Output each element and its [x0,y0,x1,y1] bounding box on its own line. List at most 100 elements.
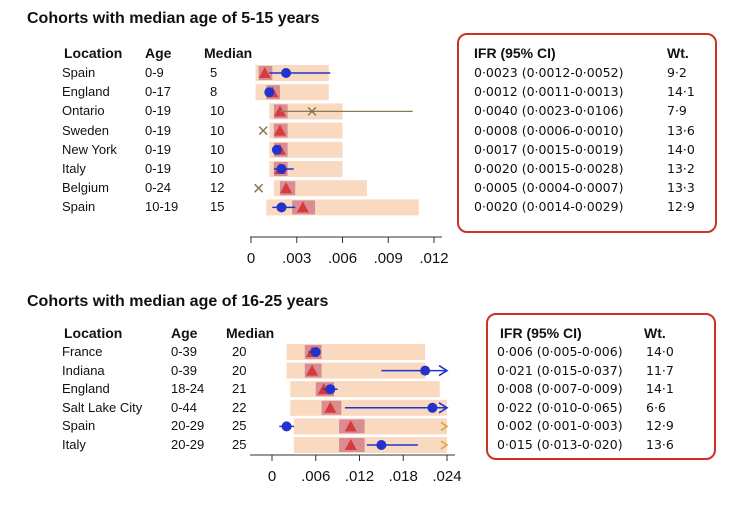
prediction-band [293,418,447,435]
x-tick-label-1: 0 [247,250,255,267]
ifr-table-box-1 [457,33,717,233]
x-tick-label-2: .006 [301,468,330,485]
row-ifr: 0·0017 (0·0015-0·0019) [474,141,624,157]
row-weight: 14·1 [646,381,674,397]
row-location: England [62,84,110,100]
x-tick-label-2: .012 [345,468,374,485]
pooled-estimate-triangle [344,420,357,432]
x-tick-label-2: .024 [432,468,461,485]
row-median: 21 [232,381,247,397]
header-weight-1: Wt. [667,45,689,61]
study-estimate-dot [376,440,387,450]
row-median: 8 [210,84,218,100]
band-arrow [440,421,449,432]
pooled-estimate-triangle [280,182,293,194]
row-age: 0-19 [145,103,172,119]
row-median: 10 [210,103,225,119]
prediction-band [273,180,367,197]
study-estimate-dot [281,68,292,78]
row-ifr: 0·0040 (0·0023-0·0106) [474,103,624,119]
header-median-1: Median [204,45,253,61]
row-age: 20-29 [171,437,205,452]
row-age: 18-24 [171,381,205,397]
row-age: 0-19 [145,141,172,157]
study-estimate-x [254,183,264,193]
row-age: 0-39 [171,344,198,359]
row-ifr: 0·0008 (0·0006-0·0010) [474,122,624,138]
row-age: 20-29 [171,418,205,434]
row-weight: 9·2 [667,65,687,80]
row-median: 10 [210,122,225,138]
study-estimate-dot [281,421,292,432]
row-weight: 6·6 [646,399,666,415]
row-location: Spain [62,65,96,80]
row-location: Sweden [62,122,109,138]
row-location: Ontario [62,103,105,119]
row-weight: 12·9 [646,418,674,434]
row-ifr: 0·006 (0·005-0·006) [497,344,623,359]
row-weight: 11·7 [646,362,674,378]
row-location: Salt Lake City [62,399,143,415]
header-age-2: Age [171,325,198,341]
header-location-1: Location [64,45,123,61]
x-tick-label-1: .012 [419,250,448,267]
study-estimate-dot [420,365,431,376]
row-median: 10 [210,141,225,157]
study-estimate-dot [276,164,287,174]
row-weight: 12·9 [667,199,695,215]
row-median: 5 [210,65,218,80]
header-ifr-1: IFR (95% CI) [474,45,556,61]
row-weight: 13·2 [667,161,695,176]
pooled-estimate-triangle [273,124,286,136]
row-weight: 7·9 [667,103,687,119]
x-tick-label-1: .009 [374,250,403,267]
header-weight-2: Wt. [644,325,666,341]
row-median: 15 [210,199,225,215]
row-weight: 14·1 [667,84,695,100]
row-median: 25 [232,418,247,434]
x-tick-label-2: .018 [389,468,418,485]
row-age: 0-39 [171,362,198,378]
row-ifr: 0·015 (0·013-0·020) [497,437,623,452]
study-estimate-dot [264,87,275,98]
chart-title-2: Cohorts with median age of 16-25 years [27,293,329,310]
row-weight: 13·6 [667,122,695,138]
pooled-estimate-triangle [296,201,309,213]
chart-title-1: Cohorts with median age of 5-15 years [27,10,320,27]
row-location: Spain [62,199,96,215]
header-age-1: Age [145,45,172,61]
row-weight: 13·6 [646,437,674,452]
row-location: England [62,381,110,397]
row-ifr: 0·0020 (0·0015-0·0028) [474,161,624,176]
row-ifr: 0·021 (0·015-0·037) [497,362,623,378]
row-median: 12 [210,180,225,196]
pooled-estimate-triangle [324,401,337,413]
row-location: Italy [62,437,86,452]
prediction-band [290,381,440,398]
row-ifr: 0·008 (0·007-0·009) [497,381,623,397]
row-age: 10-19 [145,199,179,215]
row-median: 25 [232,437,247,452]
header-location-2: Location [64,325,123,341]
row-ifr: 0·022 (0·010-0·065) [497,399,623,415]
row-location: France [62,344,103,359]
study-ci-arrow [438,364,449,377]
row-weight: 13·3 [667,180,695,196]
band-arrow [440,440,449,450]
pooled-estimate-triangle [258,67,271,78]
row-location: Spain [62,418,96,434]
x-tick-label-2: 0 [268,468,276,485]
study-estimate-x [258,126,268,136]
x-tick-label-1: .006 [328,250,357,267]
row-location: Italy [62,161,86,176]
row-ifr: 0·002 (0·001-0·003) [497,418,623,434]
row-location: New York [62,141,117,157]
row-ifr: 0·0020 (0·0014-0·0029) [474,199,624,215]
header-ifr-2: IFR (95% CI) [500,325,582,341]
pooled-estimate-triangle [344,439,357,450]
study-estimate-dot [325,384,336,395]
study-estimate-x [307,106,317,116]
row-age: 0-19 [145,161,172,176]
study-estimate-dot [427,402,438,413]
